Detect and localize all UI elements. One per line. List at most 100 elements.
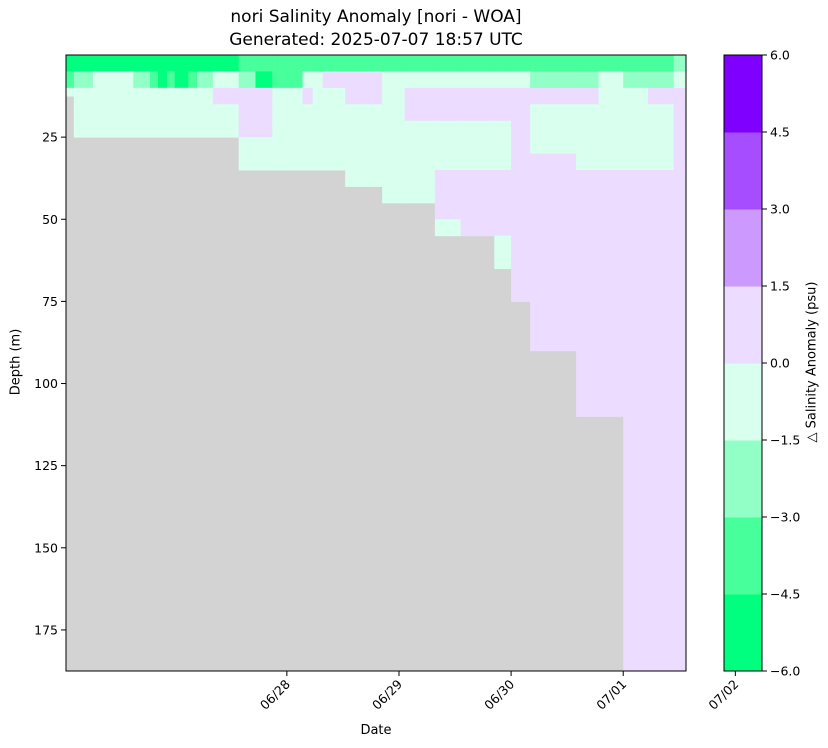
heatmap-cell [673, 120, 687, 138]
heatmap-cell [598, 399, 624, 417]
heatmap-cell [673, 317, 687, 335]
heatmap-cell [322, 153, 346, 171]
heatmap-cell [166, 104, 176, 122]
heatmap-cell [174, 55, 189, 72]
heatmap-cell [647, 120, 675, 138]
heatmap-cell [673, 597, 687, 615]
heatmap-cell [212, 104, 234, 122]
heatmap-cell [623, 334, 649, 352]
heatmap-cell [511, 120, 531, 138]
heatmap-cell [174, 87, 189, 105]
heatmap-cell [530, 317, 577, 335]
heatmap-cell [673, 367, 687, 385]
colorbar-segment [724, 55, 762, 133]
heatmap-cell [673, 580, 687, 598]
heatmap-cell [382, 104, 406, 122]
heatmap-cell [460, 87, 495, 105]
heatmap-cell [673, 334, 687, 352]
heatmap-cell [530, 71, 577, 89]
heatmap-cell [73, 87, 94, 105]
heatmap-cell [511, 235, 531, 253]
heatmap-cell [92, 120, 134, 138]
heatmap-cell [673, 350, 687, 368]
heatmap-cell [576, 252, 600, 270]
heatmap-cell [598, 137, 624, 155]
heatmap-cell [647, 564, 675, 582]
heatmap-cell [494, 71, 512, 89]
heatmap-cell [623, 498, 649, 516]
heatmap-cell [233, 71, 240, 89]
heatmap-cell [673, 252, 687, 270]
heatmap-cell [673, 383, 687, 401]
heatmap-cell [673, 169, 687, 187]
heatmap-cell [576, 317, 600, 335]
heatmap-cell [188, 120, 198, 138]
heatmap-cell [157, 87, 168, 105]
heatmap-cell [576, 137, 600, 155]
heatmap-cell [212, 120, 234, 138]
heatmap-cell [647, 383, 675, 401]
heatmap-cell [277, 120, 304, 138]
heatmap-cell [623, 219, 649, 237]
heatmap-cell [238, 137, 256, 155]
heatmap-cell [673, 662, 687, 672]
colorbar-segment [724, 209, 762, 287]
heatmap-cell [576, 367, 600, 385]
heatmap-cell [494, 252, 512, 270]
heatmap-cell [647, 235, 675, 253]
heatmap-cell [576, 399, 600, 417]
heatmap-cell [166, 87, 176, 105]
heatmap-cell [598, 317, 624, 335]
heatmap-cell [647, 87, 675, 105]
heatmap-cell [576, 87, 600, 105]
heatmap-cell [92, 55, 134, 72]
heatmap-cell [673, 613, 687, 631]
heatmap-cell [576, 186, 600, 204]
heatmap-cell [382, 153, 406, 171]
heatmap-cell [92, 104, 134, 122]
heatmap-cell [166, 71, 176, 89]
heatmap-cell [598, 219, 624, 237]
heatmap-cell [598, 55, 624, 72]
heatmap-cell [598, 367, 624, 385]
colorbar-segment [724, 594, 762, 672]
heatmap-cell [322, 137, 346, 155]
heatmap-cell [494, 120, 512, 138]
plot-frame [65, 54, 687, 672]
heatmap-cell [460, 71, 495, 89]
heatmap-cell [277, 153, 304, 171]
heatmap-cell [322, 55, 346, 72]
heatmap-cell [576, 219, 600, 237]
heatmap-cell [434, 104, 462, 122]
heatmap-cell [255, 120, 273, 138]
heatmap-cell [673, 104, 687, 122]
heatmap-cell [460, 120, 495, 138]
heatmap-cell [133, 55, 151, 72]
heatmap-cell [623, 465, 649, 483]
heatmap-cell [623, 399, 649, 417]
heatmap-cell [623, 564, 649, 582]
heatmap-cell [673, 432, 687, 450]
heatmap-cell [197, 104, 214, 122]
heatmap-cell [673, 465, 687, 483]
heatmap-cell [382, 169, 406, 187]
colorbar-tick-label: −6.0 [770, 664, 800, 679]
heatmap-cell [188, 104, 198, 122]
heatmap-cell [460, 186, 495, 204]
y-tick-label: 125 [34, 458, 58, 473]
heatmap-cell [511, 219, 531, 237]
heatmap-cell [174, 104, 189, 122]
heatmap-cell [312, 71, 324, 89]
heatmap-cell [673, 301, 687, 319]
heatmap-cell [530, 120, 577, 138]
heatmap-cell [166, 120, 176, 138]
heatmap-cell [494, 153, 512, 171]
colorbar-tick-label: −4.5 [770, 587, 800, 602]
heatmap-cell [494, 87, 512, 105]
heatmap-cell [647, 498, 675, 516]
heatmap-cell [255, 137, 273, 155]
heatmap-cell [647, 268, 675, 286]
heatmap-cell [647, 137, 675, 155]
heatmap-cell [511, 169, 531, 187]
heatmap-cell [647, 465, 675, 483]
